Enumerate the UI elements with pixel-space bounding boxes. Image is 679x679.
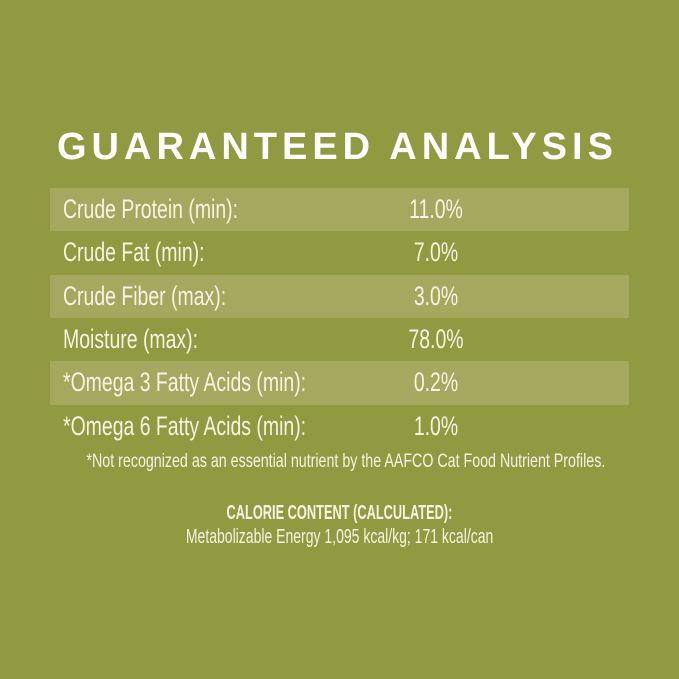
table-row: Moisture (max): 78.0% <box>50 318 629 361</box>
aafco-footnote-text: *Not recognized as an essential nutrient… <box>86 451 606 472</box>
nutrient-value: 3.0% <box>413 280 459 311</box>
analysis-table: Crude Protein (min): 11.0% Crude Fat (mi… <box>50 188 629 448</box>
table-row: *Omega 3 Fatty Acids (min): 0.2% <box>50 361 629 405</box>
calorie-content-heading: CALORIE CONTENT (CALCULATED): <box>0 501 679 525</box>
nutrient-value: 11.0% <box>409 194 463 225</box>
nutrient-label: *Omega 3 Fatty Acids (min): <box>63 367 307 398</box>
calorie-content-detail: Metabolizable Energy 1,095 kcal/kg; 171 … <box>0 524 679 550</box>
nutrient-value: 7.0% <box>413 237 459 268</box>
nutrient-label: Crude Fiber (max): <box>63 280 227 311</box>
nutrient-label: Moisture (max): <box>63 324 199 355</box>
calorie-content-detail-text: Metabolizable Energy 1,095 kcal/kg; 171 … <box>185 526 494 548</box>
nutrient-label: *Omega 6 Fatty Acids (min): <box>63 410 307 441</box>
nutrient-label: Crude Fat (min): <box>63 237 205 268</box>
nutrient-value: 0.2% <box>413 367 459 398</box>
table-row: *Omega 6 Fatty Acids (min): 1.0% <box>50 405 629 448</box>
panel-title: GUARANTEED ANALYSIS <box>57 126 618 168</box>
nutrient-label: Crude Protein (min): <box>63 194 239 225</box>
table-row: Crude Fat (min): 7.0% <box>50 231 629 274</box>
table-row: Crude Fiber (max): 3.0% <box>50 274 629 318</box>
table-row: Crude Protein (min): 11.0% <box>50 188 629 232</box>
calorie-content-heading-text: CALORIE CONTENT (CALCULATED): <box>226 502 453 524</box>
nutrient-value: 1.0% <box>413 410 459 441</box>
aafco-footnote: *Not recognized as an essential nutrient… <box>0 449 679 474</box>
nutrient-value: 78.0% <box>408 324 464 355</box>
